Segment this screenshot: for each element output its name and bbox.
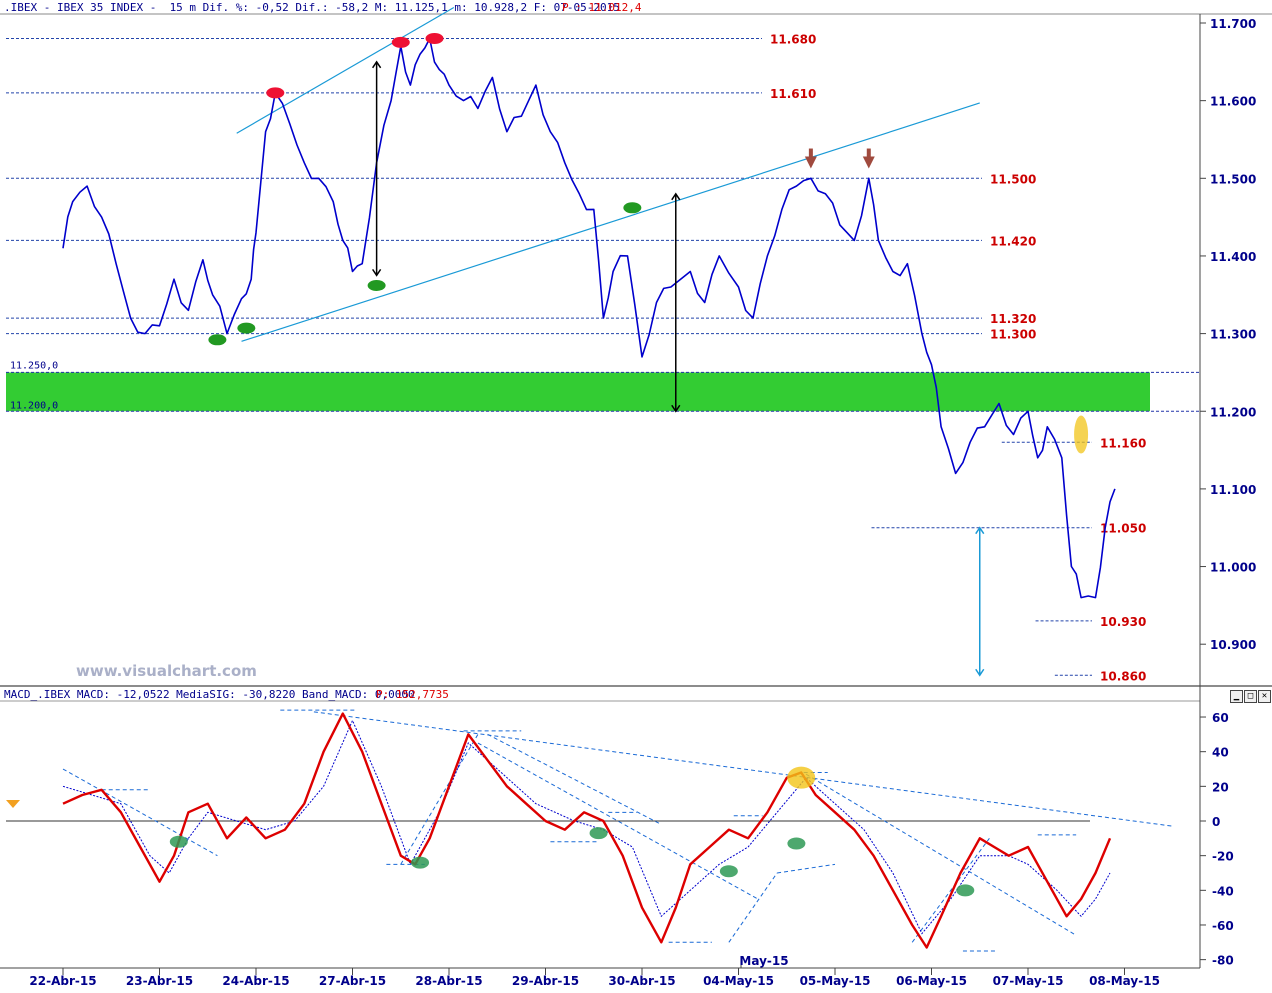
y-tick-label: 11.600: [1210, 95, 1256, 109]
resistance-arrow: [804, 156, 817, 169]
measure-arrow-head: [671, 192, 681, 201]
minimize-button[interactable]: ▁: [1230, 690, 1243, 703]
bottom-marker: [237, 322, 256, 334]
macd-header: MACD_.IBEX MACD: -12,0522 MediaSIG: -30,…: [4, 688, 415, 701]
x-tick-label: 07-May-15: [993, 974, 1064, 988]
macd-series-line: [62, 712, 1112, 949]
top-marker: [266, 87, 285, 99]
macd-cross-marker: [411, 856, 430, 869]
x-tick-label: 29-Abr-15: [512, 974, 579, 988]
macd-trendline: [777, 863, 836, 874]
x-tick-label: 28-Abr-15: [415, 974, 482, 988]
macd-highlight-marker: [787, 766, 816, 789]
macd-y-tick-label: -40: [1212, 884, 1234, 898]
macd-trendline: [477, 742, 759, 900]
channel-trendline: [241, 102, 980, 342]
macd-y-tick-label: 60: [1212, 711, 1229, 725]
macd-trendline: [62, 768, 218, 857]
level-label: 10.930: [1100, 615, 1146, 629]
y-tick-label: 11.000: [1210, 561, 1256, 575]
measure-arrow-head: [372, 60, 382, 69]
channel-trendline: [236, 6, 455, 134]
macd-cross-marker: [956, 884, 975, 897]
y-tick-label: 11.100: [1210, 483, 1256, 497]
bottom-marker: [208, 334, 227, 346]
macd-trendline: [487, 733, 662, 825]
close-button[interactable]: ✕: [1258, 690, 1271, 703]
macd-trendline: [805, 773, 1077, 936]
support-zone: [6, 372, 1150, 412]
x-tick-label: 30-Abr-15: [608, 974, 675, 988]
macd-trendline: [911, 838, 990, 943]
y-tick-label: 11.300: [1210, 328, 1256, 342]
macd-trendline: [313, 711, 1173, 827]
x-tick-label: 05-May-15: [800, 974, 871, 988]
x-tick-label: 24-Abr-15: [222, 974, 289, 988]
resistance-arrow-stem: [808, 148, 813, 158]
macd-y-tick-label: -80: [1212, 954, 1234, 968]
bottom-marker: [367, 279, 386, 291]
level-label: 11.680: [770, 33, 816, 47]
x-tick-label: 23-Abr-15: [126, 974, 193, 988]
level-label: 11.610: [770, 87, 816, 101]
y-tick-label: 11.700: [1210, 17, 1256, 31]
level-label: 11.050: [1100, 522, 1146, 536]
macd-cross-marker: [589, 827, 608, 840]
watermark: www.visualchart.com: [76, 662, 257, 680]
y-tick-label: 11.500: [1210, 172, 1256, 186]
x-tick-label: 27-Abr-15: [319, 974, 386, 988]
zone-top-label: 11.250,0: [10, 360, 58, 371]
x-tick-label: 08-May-15: [1089, 974, 1160, 988]
top-marker: [425, 33, 444, 45]
y-tick-label: 10.900: [1210, 638, 1256, 652]
level-label: 11.160: [1100, 436, 1146, 450]
level-label: 11.300: [990, 328, 1036, 342]
macd-header-price: P: 152,7735: [376, 688, 449, 701]
macd-y-tick-label: -20: [1212, 850, 1234, 864]
y-tick-label: 11.200: [1210, 405, 1256, 419]
macd-y-tick-label: -60: [1212, 919, 1234, 933]
macd-cross-marker: [169, 835, 188, 848]
x-tick-label: 04-May-15: [703, 974, 774, 988]
level-label: 11.420: [990, 234, 1036, 248]
level-label: 10.860: [1100, 669, 1146, 683]
y-tick-label: 11.400: [1210, 250, 1256, 264]
macd-y-tick-label: 40: [1212, 746, 1229, 760]
measure-arrow-tail: [372, 268, 382, 277]
level-label: 11.320: [990, 312, 1036, 326]
x-tick-label: 06-May-15: [896, 974, 967, 988]
resistance-arrow-stem: [866, 148, 871, 158]
measure-arrow-head: [975, 526, 985, 535]
macd-y-tick-label: 20: [1212, 780, 1229, 794]
measure-arrow-tail: [671, 404, 681, 413]
price-series-line: [62, 37, 1116, 599]
chart-header: .IBEX - IBEX 35 INDEX - 15 m Dif. %: -0,…: [4, 1, 620, 14]
highlight-marker: [1074, 415, 1089, 454]
macd-cross-marker: [719, 865, 738, 878]
measure-arrow-tail: [975, 668, 985, 677]
macd-cross-marker: [787, 837, 806, 850]
month-marker-label: May-15: [739, 954, 788, 968]
resistance-arrow: [862, 156, 875, 169]
macd-y-tick-label: 0: [1212, 815, 1220, 829]
zone-bottom-label: 11.200,0: [10, 400, 58, 411]
chart-header-price: P : 11.012,4: [562, 1, 642, 14]
macd-trendline: [728, 872, 778, 943]
x-tick-label: 22-Abr-15: [29, 974, 96, 988]
maximize-button[interactable]: □: [1244, 690, 1257, 703]
macd-start-marker: [6, 800, 20, 808]
level-label: 11.500: [990, 172, 1036, 186]
top-marker: [391, 36, 410, 48]
bottom-marker: [623, 202, 642, 214]
